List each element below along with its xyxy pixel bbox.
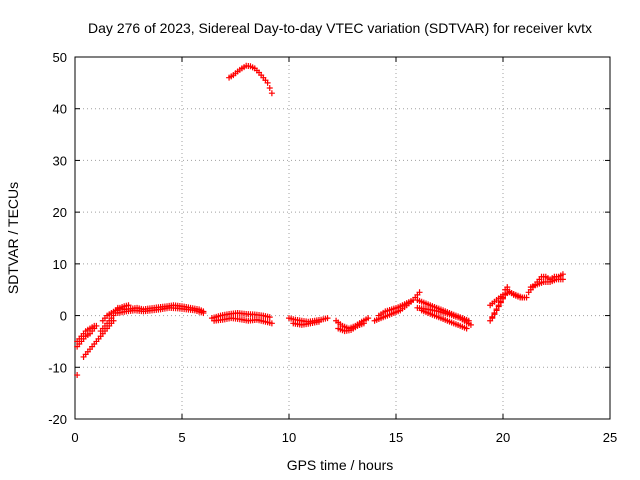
- data-point: [74, 372, 81, 379]
- data-point: [266, 85, 273, 92]
- x-tick-label: 25: [603, 430, 617, 445]
- data-point: [489, 315, 496, 322]
- data-point: [200, 309, 207, 316]
- data-points: [74, 62, 566, 379]
- data-point: [324, 315, 331, 322]
- x-tick-label: 10: [282, 430, 296, 445]
- y-tick-label: 30: [53, 153, 67, 168]
- data-point: [266, 314, 273, 321]
- y-tick-label: -20: [48, 412, 67, 427]
- data-point: [91, 322, 98, 329]
- data-point: [495, 303, 502, 310]
- data-point: [416, 289, 423, 296]
- data-point: [497, 299, 504, 306]
- data-point: [268, 320, 275, 327]
- y-tick-label: -10: [48, 360, 67, 375]
- plot-frame: [74, 56, 611, 420]
- data-point: [315, 318, 322, 325]
- data-point: [407, 298, 414, 305]
- y-tick-label: 0: [60, 309, 67, 324]
- x-axis-label: GPS time / hours: [287, 457, 394, 473]
- grid-lines: [75, 57, 610, 419]
- chart-title: Day 276 of 2023, Sidereal Day-to-day VTE…: [88, 20, 592, 36]
- x-tick-label: 20: [496, 430, 510, 445]
- data-point: [493, 307, 500, 314]
- x-tick-label: 15: [389, 430, 403, 445]
- data-point: [467, 321, 474, 328]
- data-point: [559, 271, 566, 278]
- data-point: [523, 294, 530, 301]
- y-tick-label: 50: [53, 50, 67, 65]
- data-point: [268, 90, 275, 97]
- data-point: [559, 276, 566, 283]
- axis-ticks: 0 5 10 15 20 25 -20 -10 0 10 20 30 40 50: [48, 50, 617, 445]
- x-tick-label: 5: [178, 430, 185, 445]
- y-tick-label: 20: [53, 205, 67, 220]
- data-point: [360, 320, 367, 327]
- y-tick-label: 40: [53, 102, 67, 117]
- data-point: [491, 311, 498, 318]
- y-tick-label: 10: [53, 257, 67, 272]
- data-point: [463, 325, 470, 332]
- data-point: [365, 315, 372, 322]
- data-point: [264, 79, 271, 86]
- y-axis-label: SDTVAR / TECUs: [5, 182, 21, 294]
- x-tick-label: 0: [71, 430, 78, 445]
